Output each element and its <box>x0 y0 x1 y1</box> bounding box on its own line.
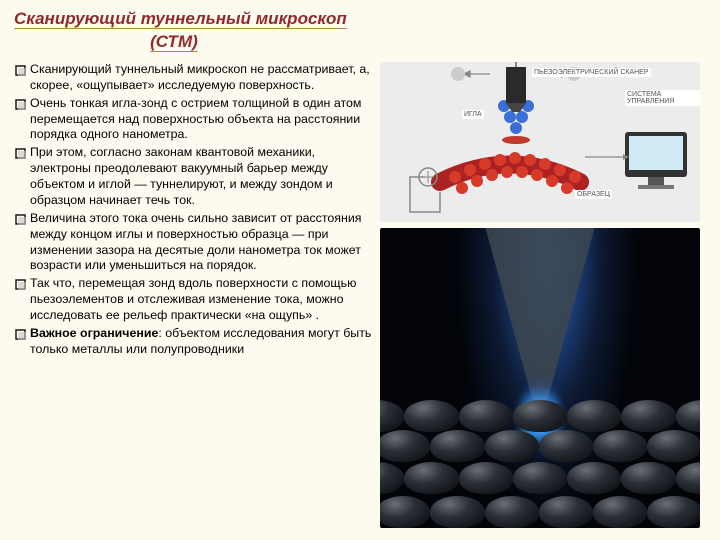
bullet-text: Величина этого тока очень сильно зависит… <box>30 211 374 275</box>
square-bullet-icon <box>14 278 30 290</box>
content-row: Сканирующий туннельный микроскоп не расс… <box>0 56 720 528</box>
square-bullet-icon <box>14 64 30 76</box>
atom-row <box>380 400 700 432</box>
square-bullet-icon <box>14 98 30 110</box>
title-line-1: Сканирующий туннельный микроскоп <box>14 8 706 31</box>
atom-row <box>380 430 700 462</box>
list-item: Важное ограничение: объектом исследовани… <box>14 326 374 358</box>
list-item: Очень тонкая игла-зонд с острием толщино… <box>14 96 374 144</box>
list-item: Величина этого тока очень сильно зависит… <box>14 211 374 275</box>
square-bullet-icon <box>14 213 30 225</box>
stm-tip-render <box>380 228 700 528</box>
title-line-2: (СТМ) <box>14 31 334 54</box>
atom-row <box>380 496 700 528</box>
list-item: Сканирующий туннельный микроскоп не расс… <box>14 62 374 94</box>
atom-row <box>380 462 700 494</box>
bullet-text: Так что, перемещая зонд вдоль поверхност… <box>30 276 374 324</box>
title-block: Сканирующий туннельный микроскоп (СТМ) <box>0 0 720 56</box>
bullet-text: При этом, согласно законам квантовой мех… <box>30 145 374 209</box>
key-phrase: Важное ограничение <box>30 326 158 340</box>
bullet-text: Сканирующий туннельный микроскоп не расс… <box>30 62 374 94</box>
list-item: При этом, согласно законам квантовой мех… <box>14 145 374 209</box>
figures-column: ПЬЕЗОЭЛЕКТРИЧЕСКИЙ СКАНЕР ИГЛА СИСТЕМА У… <box>380 62 712 528</box>
diagram-label-system: СИСТЕМА УПРАВЛЕНИЯ <box>625 90 700 106</box>
bullet-text: Важное ограничение: объектом исследовани… <box>30 326 374 358</box>
list-item: Так что, перемещая зонд вдоль поверхност… <box>14 276 374 324</box>
square-bullet-icon <box>14 328 30 340</box>
stm-schematic-diagram: ПЬЕЗОЭЛЕКТРИЧЕСКИЙ СКАНЕР ИГЛА СИСТЕМА У… <box>380 62 700 222</box>
square-bullet-icon <box>14 147 30 159</box>
bullet-list: Сканирующий туннельный микроскоп не расс… <box>14 62 374 528</box>
diagram-label-needle: ИГЛА <box>462 110 484 119</box>
diagram-label-piezo: ПЬЕЗОЭЛЕКТРИЧЕСКИЙ СКАНЕР <box>532 68 651 77</box>
diagram-label-sample: ОБРАЗЕЦ <box>575 190 612 199</box>
bullet-text: Очень тонкая игла-зонд с острием толщино… <box>30 96 374 144</box>
